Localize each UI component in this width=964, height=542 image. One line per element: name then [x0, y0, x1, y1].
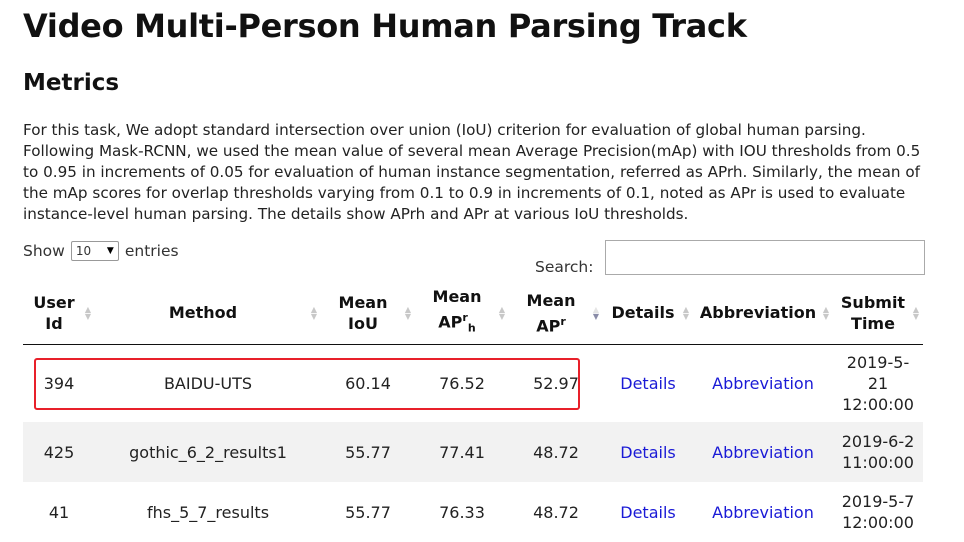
- column-header-abbreviation[interactable]: Abbreviation ▲ ▼: [693, 282, 833, 345]
- cell-abbreviation: Abbreviation: [693, 482, 833, 542]
- sort-icon: ▲ ▼: [84, 304, 91, 321]
- cell-user-id: 41: [48, 502, 70, 522]
- cell-abbreviation: Abbreviation: [693, 422, 833, 482]
- cell-mean-iou: 55.77: [321, 422, 415, 482]
- abbreviation-link[interactable]: Abbreviation: [712, 502, 814, 522]
- search-input[interactable]: [605, 240, 926, 275]
- cell-mean-apr: 48.72: [533, 502, 579, 522]
- cell-mean-iou: 55.77: [345, 502, 391, 522]
- column-header-mean-aprh[interactable]: Mean APrh ▲ ▼: [415, 282, 509, 345]
- cell-mean-iou: 60.14: [345, 373, 391, 393]
- cell-details: Details: [603, 422, 693, 482]
- column-header-mean-apr[interactable]: Mean APr ▲ ▼: [509, 282, 603, 345]
- chevron-down-icon: ▼: [106, 246, 114, 256]
- table-row: 394 BAIDU-UTS 60.14 76.52 52.97 Details …: [23, 344, 923, 422]
- column-header-details[interactable]: Details ▲ ▼: [603, 282, 693, 345]
- sort-icon: ▲ ▼: [822, 304, 829, 321]
- entries-length-control: Show 10 ▼ entries: [23, 241, 179, 261]
- search-control: Search:: [535, 240, 926, 276]
- sort-icon: ▲ ▼: [498, 304, 505, 321]
- cell-user-id: 425: [23, 422, 95, 482]
- entries-label: entries: [124, 242, 179, 260]
- abbreviation-link[interactable]: Abbreviation: [712, 373, 814, 393]
- cell-method: gothic_6_2_results1: [95, 422, 321, 482]
- column-header-method[interactable]: Method ▲ ▼: [95, 282, 321, 345]
- details-link[interactable]: Details: [620, 502, 676, 522]
- cell-method: BAIDU-UTS: [163, 373, 253, 393]
- cell-details: Details: [603, 344, 693, 422]
- cell-mean-aprh: 76.33: [439, 502, 485, 522]
- cell-mean-aprh: 77.41: [415, 422, 509, 482]
- details-link[interactable]: Details: [620, 373, 676, 393]
- entries-select-value: 10: [75, 244, 92, 258]
- metrics-description: For this task, We adopt standard interse…: [23, 121, 921, 223]
- abbreviation-link[interactable]: Abbreviation: [712, 442, 814, 462]
- cell-user-id: 394: [43, 373, 75, 393]
- sort-icon: ▲ ▼: [404, 304, 411, 321]
- cell-submit-time: 2019-5- 21 12:00:00: [842, 352, 914, 414]
- cell-method: fhs_5_7_results: [146, 502, 270, 522]
- table-row: 41 fhs_5_7_results 55.77 76.33 48.72 Det…: [23, 482, 923, 542]
- cell-submit-time: 2019-5-7 12:00:00: [841, 492, 915, 532]
- entries-select[interactable]: 10 ▼: [70, 241, 119, 261]
- column-header-user-id[interactable]: User Id ▲ ▼: [23, 282, 95, 345]
- cell-abbreviation: Abbreviation: [693, 344, 833, 422]
- table-row: 425 gothic_6_2_results1 55.77 77.41 48.7…: [23, 422, 923, 482]
- cell-mean-apr: 48.72: [509, 422, 603, 482]
- table-header-row: User Id ▲ ▼ Method ▲ ▼ Mean IoU ▲ ▼ Mean AP…: [23, 282, 923, 345]
- results-table: User Id ▲ ▼ Method ▲ ▼ Mean IoU ▲ ▼ Mean AP…: [23, 282, 923, 542]
- search-label: Search:: [535, 257, 594, 276]
- cell-details: Details: [603, 482, 693, 542]
- page-title: Video Multi-Person Human Parsing Track: [23, 7, 747, 45]
- sort-descending-icon: ▲ ▼: [592, 304, 599, 321]
- cell-submit-time: 2019-6-2 11:00:00: [833, 422, 923, 482]
- cell-mean-aprh: 76.52: [439, 373, 485, 393]
- show-label: Show: [23, 242, 65, 260]
- column-header-mean-iou[interactable]: Mean IoU ▲ ▼: [321, 282, 415, 345]
- cell-mean-apr: 52.97: [533, 373, 579, 393]
- sort-icon: ▲ ▼: [912, 304, 919, 321]
- sort-icon: ▲ ▼: [682, 304, 689, 321]
- section-heading: Metrics: [23, 70, 120, 96]
- details-link[interactable]: Details: [620, 442, 676, 462]
- sort-icon: ▲ ▼: [310, 304, 317, 321]
- column-header-submit-time[interactable]: Submit Time ▲ ▼: [833, 282, 923, 345]
